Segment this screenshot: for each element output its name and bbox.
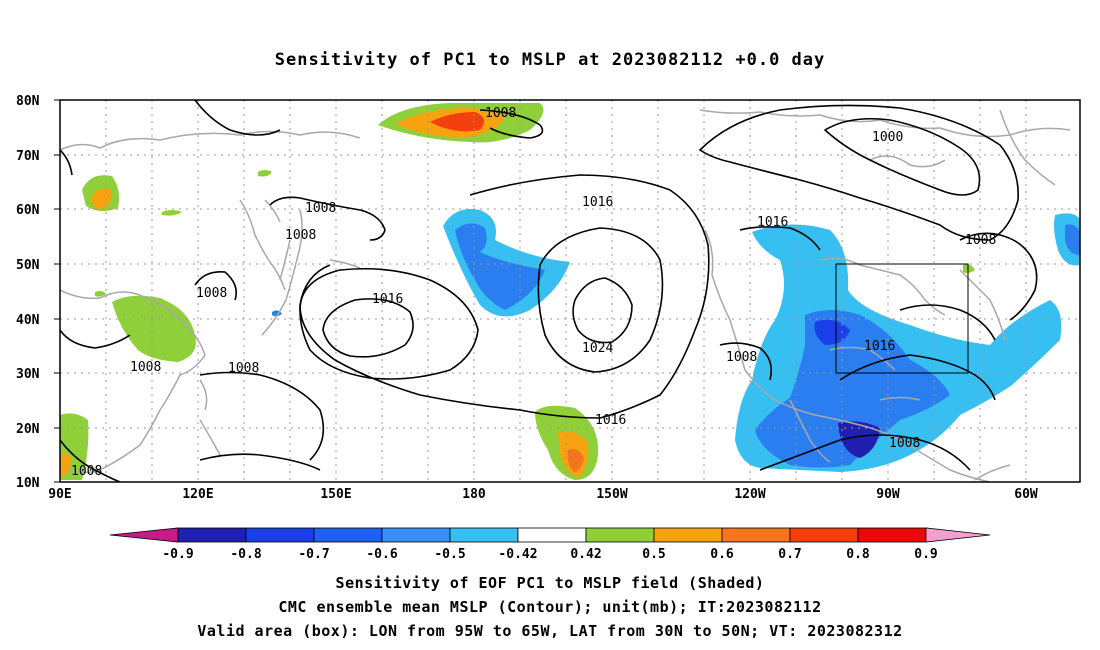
lon-axis: 90E 120E 150E 180 150W 120W 90W 60W	[48, 487, 1038, 502]
contour-label: 1008	[965, 233, 996, 248]
contour-label: 1008	[228, 361, 259, 376]
colorbar-tick-label: -0.5	[434, 547, 465, 562]
lon-tick-label: 60W	[1014, 487, 1038, 502]
lon-tick-label: 120W	[734, 487, 765, 502]
colorbar-tick-label: -0.8	[230, 547, 261, 562]
colorbar-tick-label: 0.9	[914, 547, 937, 562]
lat-tick-label: 40N	[16, 313, 40, 328]
colorbar-low-arrow	[109, 527, 179, 543]
colorbar-tick-label: -0.7	[298, 547, 329, 562]
colorbar-swatch	[381, 527, 451, 543]
contour-label: 1008	[196, 286, 227, 301]
caption-line-3: Valid area (box): LON from 95W to 65W, L…	[197, 622, 903, 640]
contour-label: 1016	[757, 215, 788, 230]
colorbar-swatch	[449, 527, 519, 543]
colorbar-swatch	[177, 527, 247, 543]
lat-tick-label: 30N	[16, 367, 40, 382]
lon-tick-label: 150W	[596, 487, 627, 502]
lat-tick-label: 10N	[16, 476, 40, 491]
lon-tick-label: 90E	[48, 487, 71, 502]
caption-line-2: CMC ensemble mean MSLP (Contour); unit(m…	[278, 598, 822, 616]
colorbar-tick-label: 0.8	[846, 547, 870, 562]
contour-label: 1016	[595, 413, 626, 428]
contour-label: 1016	[864, 339, 895, 354]
colorbar-tick-label: 0.6	[710, 547, 734, 562]
colorbar-swatch	[245, 527, 315, 543]
contour-label: 1016	[582, 195, 613, 210]
contour-label: 1008	[130, 360, 161, 375]
lat-tick-label: 70N	[16, 149, 40, 164]
colorbar-tick-label: 0.7	[778, 547, 801, 562]
caption-line-1: Sensitivity of EOF PC1 to MSLP field (Sh…	[335, 574, 765, 592]
colorbar-swatch	[517, 527, 587, 543]
contour-labels: 1008 1000 1016 1008 1008 1016 1008 1016 …	[71, 106, 996, 479]
map-frame	[59, 99, 1081, 483]
colorbar-tick-label: 0.42	[570, 547, 601, 562]
contour-label: 1016	[372, 292, 403, 307]
lon-tick-label: 150E	[320, 487, 351, 502]
contour-label: 1024	[582, 341, 613, 356]
colorbar-tick-label: -0.9	[162, 547, 193, 562]
contour-label: 1008	[305, 201, 336, 216]
lat-tick-label: 80N	[16, 94, 40, 109]
colorbar-swatch	[857, 527, 927, 543]
shaded-sensitivity	[60, 103, 1080, 480]
lon-tick-label: 90W	[876, 487, 900, 502]
colorbar-swatch	[721, 527, 791, 543]
lat-tick-label: 60N	[16, 203, 40, 218]
contour-label: 1000	[872, 130, 903, 145]
contour-label: 1008	[485, 106, 516, 121]
colorbar: -0.9 -0.8 -0.7 -0.6 -0.5 -0.42 0.42 0.5 0.6 0.7 0.…	[109, 527, 991, 562]
lat-ticks	[54, 99, 60, 483]
lon-tick-label: 180	[462, 487, 486, 502]
contour-label: 1008	[889, 436, 920, 451]
lat-tick-label: 50N	[16, 258, 40, 273]
contour-label: 1008	[71, 464, 102, 479]
coastlines	[60, 109, 1071, 482]
colorbar-tick-label: 0.5	[642, 547, 665, 562]
map-title: Sensitivity of PC1 to MSLP at 2023082112…	[274, 50, 826, 70]
colorbar-tick-label: -0.6	[366, 547, 397, 562]
colorbar-swatch	[789, 527, 859, 543]
colorbar-swatch	[585, 527, 655, 543]
mslp-contours	[60, 100, 1038, 482]
valid-area-box	[835, 263, 969, 374]
colorbar-swatch	[653, 527, 723, 543]
lat-tick-label: 20N	[16, 422, 40, 437]
contour-label: 1008	[726, 350, 757, 365]
lat-axis: 80N 70N 60N 50N 40N 30N 20N 10N	[16, 94, 40, 491]
colorbar-high-arrow	[925, 527, 991, 543]
lon-tick-label: 120E	[182, 487, 213, 502]
contour-label: 1008	[285, 228, 316, 243]
colorbar-tick-label: -0.42	[498, 547, 537, 562]
colorbar-swatch	[313, 527, 383, 543]
map-plot-area	[60, 100, 1080, 482]
